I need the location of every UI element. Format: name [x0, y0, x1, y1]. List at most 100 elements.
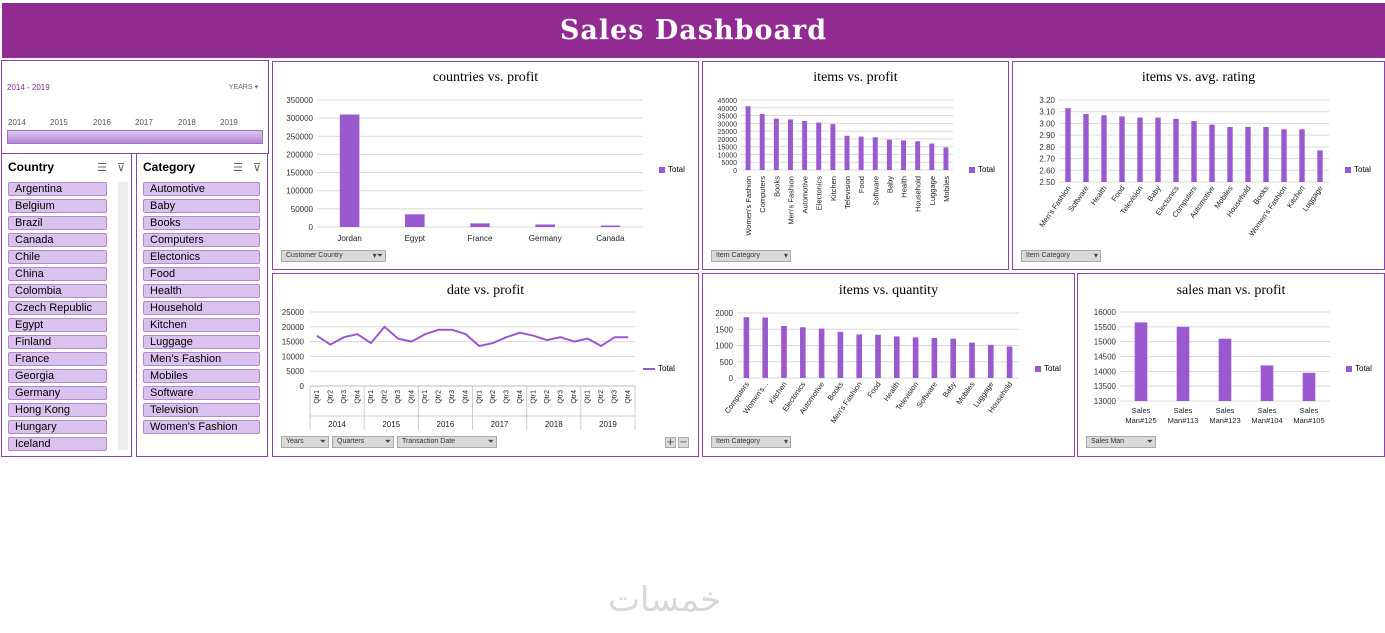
slicer-item[interactable]: Kitchen — [143, 318, 260, 332]
slicer-item[interactable]: Canada — [8, 233, 107, 247]
slicer-item[interactable]: Health — [143, 284, 260, 298]
x-tick-label: Baby — [1145, 184, 1162, 203]
expand-field-button[interactable]: + — [665, 437, 676, 448]
multi-select-icon[interactable]: ☰ — [97, 161, 107, 174]
slicer-item[interactable]: Books — [143, 216, 260, 230]
slicer-item[interactable]: Household — [143, 301, 260, 315]
chart-title: items vs. avg. rating — [1141, 70, 1256, 85]
timeline-level-dropdown[interactable]: YEARS ▾ — [228, 84, 258, 91]
bar — [816, 122, 822, 170]
series-line — [316, 325, 629, 348]
y-tick-label: 2.60 — [1039, 166, 1055, 175]
slicer-item[interactable]: Television — [143, 403, 260, 417]
x-tick-label: Man#105 — [1293, 416, 1324, 425]
bar — [1173, 118, 1179, 182]
filter-icon: ⏷ — [319, 437, 326, 446]
collapse-field-button[interactable]: − — [678, 437, 689, 448]
slicer-item[interactable]: Software — [143, 386, 260, 400]
clear-filter-icon[interactable]: ⊽ — [252, 161, 261, 174]
bar — [470, 223, 490, 227]
slicer-item[interactable]: Women's Fashion — [143, 420, 260, 434]
y-tick-label: 15500 — [1094, 323, 1117, 332]
bar — [1155, 117, 1161, 182]
slicer-item[interactable]: Egypt — [8, 318, 107, 332]
bar — [901, 140, 907, 170]
slicer-item[interactable]: Food — [143, 267, 260, 281]
slicer-item[interactable]: Czech Republic — [8, 301, 107, 315]
y-tick-label: 2.70 — [1039, 155, 1055, 164]
bar — [781, 326, 787, 378]
slicer-item[interactable]: Baby — [143, 199, 260, 213]
x-tick-label: Qtr1 — [314, 390, 321, 404]
x-tick-label: Sales — [1300, 406, 1319, 415]
slicer-item[interactable]: China — [8, 267, 107, 281]
y-tick-label: 1000 — [715, 342, 733, 351]
filter-item-category[interactable]: Item Category ▾ — [711, 436, 791, 448]
x-tick-label: Automotive — [801, 176, 810, 214]
chevron-down-icon: ▾ — [783, 251, 788, 260]
multi-select-icon[interactable]: ☰ — [233, 161, 243, 174]
slicer-item[interactable]: Luggage — [143, 335, 260, 349]
timeline-year: 2017 — [135, 118, 153, 127]
slicer-item[interactable]: Chile — [8, 250, 107, 264]
chart-legend: Total — [1345, 165, 1371, 174]
slicer-item[interactable]: Iceland — [8, 437, 107, 451]
clear-filter-icon[interactable]: ⊽ — [116, 161, 125, 174]
slicer-item[interactable]: Germany — [8, 386, 107, 400]
x-tick-label: Sales — [1132, 406, 1151, 415]
slicer-item[interactable]: Finland — [8, 335, 107, 349]
y-tick-label: 100000 — [286, 187, 313, 196]
bar — [1260, 365, 1274, 401]
timeline-year: 2016 — [93, 118, 111, 127]
y-tick-label: 10000 — [718, 152, 738, 159]
slicer-item[interactable]: Hungary — [8, 420, 107, 434]
filter-icon: ⏷ — [384, 437, 391, 446]
x-tick-label: Qtr2 — [327, 390, 334, 404]
filter-item-category[interactable]: Item Category ▾ — [711, 250, 791, 262]
slicer-item[interactable]: Belgium — [8, 199, 107, 213]
y-tick-label: 0 — [309, 223, 314, 232]
y-tick-label: 14500 — [1094, 353, 1117, 362]
x-tick-label: Qtr4 — [625, 390, 632, 404]
slicer-item[interactable]: Argentina — [8, 182, 107, 196]
filter-quarters[interactable]: Quarters ⏷ — [332, 436, 394, 448]
filter-customer-country[interactable]: Customer Country ▾⏷ — [281, 250, 386, 262]
y-tick-label: 5000 — [286, 367, 304, 376]
y-tick-label: 3.20 — [1039, 96, 1055, 105]
year-label: 2016 — [437, 420, 455, 429]
bar — [1317, 150, 1323, 182]
x-tick-label: Qtr2 — [544, 390, 551, 404]
slicer-item[interactable]: Georgia — [8, 369, 107, 383]
year-label: 2019 — [599, 420, 617, 429]
slicer-item[interactable]: Colombia — [8, 284, 107, 298]
slicer-item[interactable]: France — [8, 352, 107, 366]
x-tick-label: Qtr2 — [381, 390, 388, 404]
dashboard-title: Sales Dashboard — [2, 3, 1385, 58]
slicer-item[interactable]: Computers — [143, 233, 260, 247]
x-tick-label: France — [468, 234, 493, 243]
watermark-logo: خمسات — [608, 580, 722, 620]
slicer-item[interactable]: Men's Fashion — [143, 352, 260, 366]
x-tick-label: Food — [1109, 184, 1126, 203]
bar — [762, 317, 769, 378]
slicer-item[interactable]: Brazil — [8, 216, 107, 230]
x-tick-label: Sales — [1258, 406, 1277, 415]
timeline-selection-bar[interactable] — [7, 130, 263, 144]
chart-countries-profit: countries vs. profit 0 50000 100000 150000 2… — [272, 61, 699, 270]
filter-transaction-date[interactable]: Transaction Date ⏷ — [397, 436, 497, 448]
slicer-item[interactable]: Mobiles — [143, 369, 260, 383]
slicer-item[interactable]: Electonics — [143, 250, 260, 264]
x-tick-label: Electonics — [815, 176, 824, 210]
slicer-item[interactable]: Automotive — [143, 182, 260, 196]
filter-sales-man[interactable]: Sales Man ⏷ — [1086, 436, 1156, 448]
x-tick-label: Qtr3 — [558, 390, 565, 404]
filter-years[interactable]: Years ⏷ — [281, 436, 329, 448]
timeline-slicer[interactable]: 2014 - 2019 YEARS ▾ 2014 2015 2016 2017 … — [1, 60, 269, 154]
filter-icon: ⏷ — [1146, 437, 1153, 446]
y-tick-label: 250000 — [286, 132, 313, 141]
year-label: 2018 — [545, 420, 563, 429]
slicer-scrollbar[interactable] — [118, 182, 128, 450]
filter-item-category[interactable]: Item Category ▾ — [1021, 250, 1101, 262]
x-tick-label: Qtr2 — [598, 390, 605, 404]
slicer-item[interactable]: Hong Kong — [8, 403, 107, 417]
